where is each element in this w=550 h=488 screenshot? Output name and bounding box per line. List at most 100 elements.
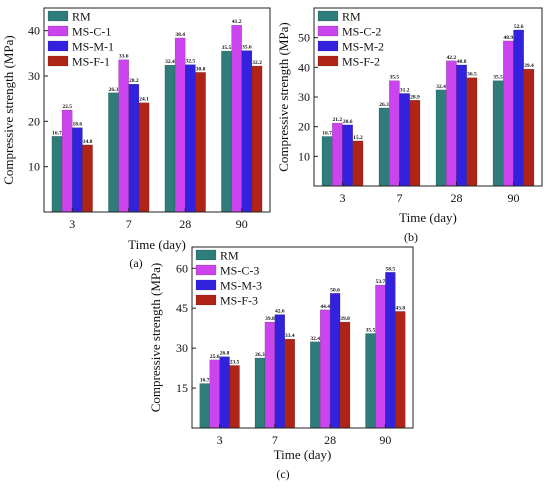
panel-tag: (a) [129, 256, 142, 270]
y-axis-label: Compressive strength (MPa) [276, 22, 291, 171]
bar [108, 92, 119, 213]
x-axis-label: Time (day) [128, 237, 186, 252]
legend-entry: MS-F-3 [220, 294, 258, 308]
bar [221, 50, 232, 213]
data-label: 35.6 [242, 45, 252, 51]
data-label: 16.7 [200, 378, 210, 384]
x-tick-label: 7 [272, 433, 278, 447]
bar [492, 80, 504, 187]
bar [503, 40, 514, 187]
data-label: 28.2 [129, 78, 139, 84]
legend-entry: RM [342, 10, 361, 24]
bar [339, 321, 351, 429]
bar [378, 107, 390, 187]
bar [51, 136, 63, 213]
legend-swatch [317, 25, 339, 37]
bar [72, 127, 83, 213]
y-tick-label: 10 [298, 149, 310, 163]
legend-swatch [47, 10, 69, 22]
y-tick-label: 45 [176, 301, 188, 315]
bar [513, 29, 524, 187]
bar [61, 109, 73, 213]
bar [375, 284, 386, 429]
data-label: 26.3 [379, 102, 389, 108]
data-label: 35.5 [222, 45, 232, 51]
bar [399, 93, 410, 187]
data-label: 18.6 [73, 122, 83, 128]
legend-swatch [195, 264, 217, 276]
data-label: 14.8 [83, 139, 93, 145]
x-tick-label: 7 [126, 217, 132, 231]
y-tick-label: 50 [298, 31, 310, 45]
bar [209, 359, 220, 429]
data-label: 15.2 [353, 135, 363, 141]
data-label: 32.4 [436, 84, 446, 90]
x-tick-label: 28 [324, 433, 336, 447]
bar [466, 77, 478, 187]
data-label: 30.8 [196, 66, 206, 72]
x-tick-label: 3 [69, 217, 75, 231]
y-tick-label: 30 [176, 341, 188, 355]
y-tick-label: 30 [298, 90, 310, 104]
bar [118, 59, 129, 213]
data-label: 28.9 [410, 94, 420, 100]
plot-area [191, 246, 414, 429]
bar [251, 65, 263, 213]
y-tick-label: 30 [28, 69, 40, 83]
legend-entry: RM [72, 10, 91, 24]
legend-entry: MS-F-1 [72, 55, 110, 69]
data-label: 40.8 [457, 59, 467, 65]
legend-entry: MS-M-2 [342, 40, 384, 54]
data-label: 52.6 [514, 24, 524, 30]
bar [523, 68, 535, 187]
legend-swatch [47, 25, 69, 37]
bar [274, 314, 286, 429]
data-label: 26.8 [220, 351, 230, 357]
data-label: 39.8 [340, 316, 350, 322]
bar [329, 293, 341, 429]
data-label: 41.2 [232, 19, 242, 25]
bar [456, 64, 467, 187]
x-tick-label: 90 [508, 191, 520, 205]
bar [321, 136, 333, 187]
bar [138, 102, 150, 213]
data-label: 48.9 [504, 35, 514, 41]
x-tick-label: 90 [236, 217, 248, 231]
data-label: 36.5 [467, 72, 477, 78]
bar [229, 365, 240, 429]
data-label: 50.6 [330, 287, 340, 293]
chart-panel-2: 16.721.2 20.615.226.335.531.228.932.442.2… [276, 7, 543, 244]
bar [185, 64, 196, 213]
x-axis-label: Time (day) [399, 210, 457, 225]
data-label: 20.6 [343, 119, 353, 125]
legend-entry: RM [220, 249, 239, 263]
data-label: 43.8 [395, 305, 405, 311]
chart-panel-1: 16.7 22.5 18.6 14.8 26.3 33.6 28.2 24.1 32.4 38.4… [1, 7, 271, 270]
bar [310, 341, 321, 429]
legend-swatch [195, 279, 217, 291]
bar [435, 89, 447, 187]
y-tick-label: 15 [176, 381, 188, 395]
data-label: 44.4 [320, 304, 330, 310]
data-label: 16.7 [322, 130, 332, 136]
bar [82, 144, 93, 213]
y-tick-label: 10 [28, 160, 40, 174]
x-tick-label: 28 [179, 217, 191, 231]
data-label: 35.5 [493, 75, 503, 81]
y-tick-label: 40 [28, 24, 40, 38]
legend-swatch [47, 55, 69, 67]
data-label: 32.4 [165, 59, 175, 65]
chart-panel-3: 16.725.626.823.526.339.842.633.4 32.444.4… [148, 246, 414, 481]
data-label: 26.3 [109, 87, 119, 93]
bar [409, 100, 421, 187]
data-label: 38.4 [175, 32, 185, 38]
y-axis-label: Compressive strength (MPa) [148, 263, 163, 412]
legend-swatch [47, 40, 69, 52]
bar [264, 321, 276, 429]
legend-swatch [195, 249, 217, 261]
bar [164, 64, 176, 213]
x-tick-label: 28 [451, 191, 463, 205]
